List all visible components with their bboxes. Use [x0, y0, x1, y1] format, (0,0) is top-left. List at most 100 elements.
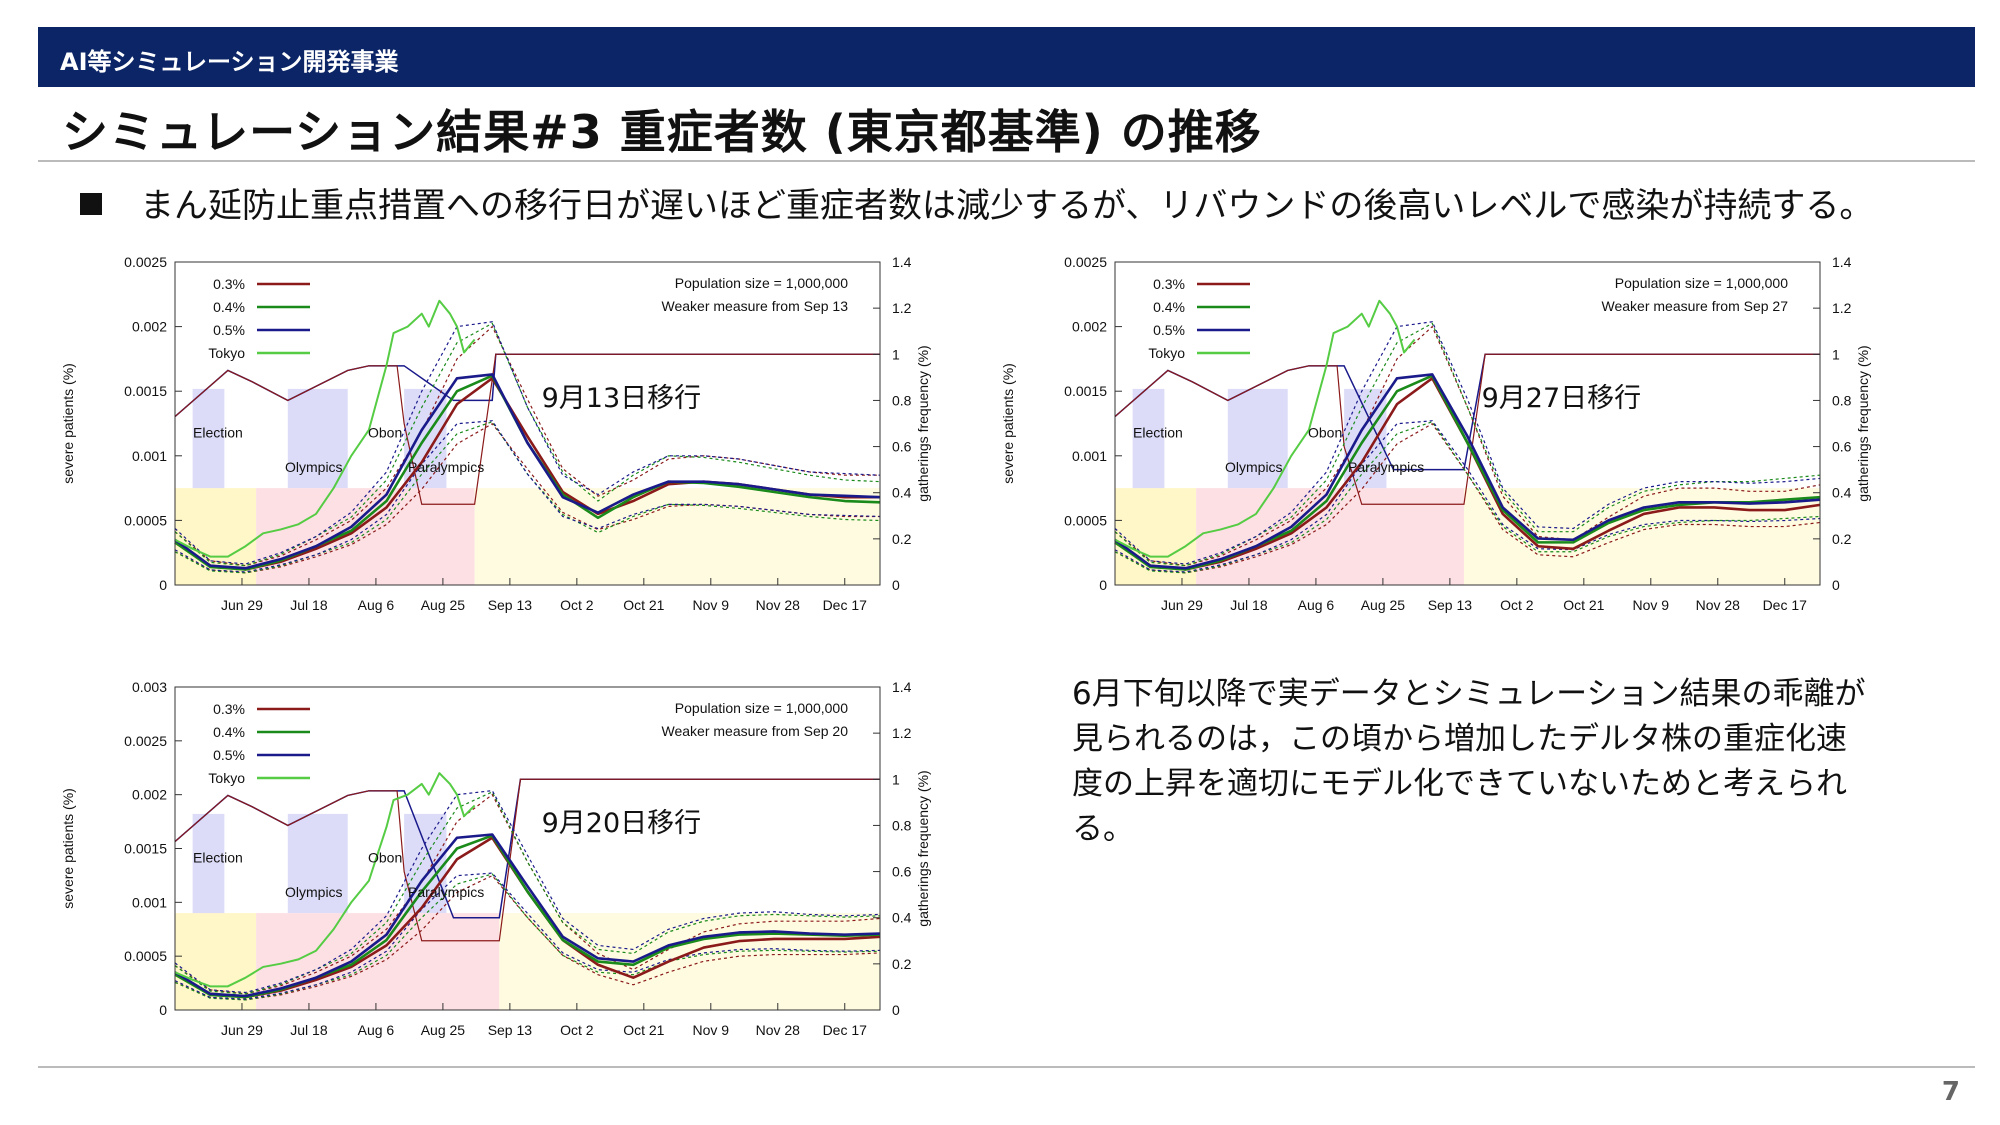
x-tick-label: Nov 9 [693, 1022, 730, 1038]
annotation-measure: Weaker measure from Sep 27 [1602, 298, 1789, 314]
panel-label: 9月20日移行 [542, 808, 702, 839]
y2-tick-label: 1 [1832, 346, 1840, 362]
event-label: Election [1133, 424, 1183, 440]
page-number: 7 [1941, 1077, 1960, 1107]
legend-label: Tokyo [208, 770, 245, 786]
bullet-text: まん延防止重点措置への移行日が遅いほど重症者数は減少するが、リバウンドの後高いレ… [140, 186, 1874, 226]
gatherings-line-restricted [1114, 353, 1820, 505]
x-tick-label: Aug 6 [358, 1022, 395, 1038]
event-label: Olympics [1225, 459, 1283, 475]
y-tick-label: 0.0015 [124, 841, 167, 857]
event-label: Paralympics [408, 884, 484, 900]
x-tick-label: Dec 17 [823, 597, 868, 613]
series-band-s05 [1114, 321, 1821, 565]
y-tick-label: 0 [159, 1002, 167, 1018]
annotation-population: Population size = 1,000,000 [675, 700, 848, 716]
series-line-s05 [174, 833, 881, 998]
series-band-s04 [1114, 322, 1821, 567]
x-tick-label: Nov 9 [693, 597, 730, 613]
series-band-s03 [174, 793, 881, 995]
y-tick-label: 0 [159, 577, 167, 593]
event-box [1132, 388, 1165, 489]
y2-tick-label: 0.4 [892, 910, 912, 926]
x-tick-label: Nov 28 [756, 597, 801, 613]
y-axis-label: severe patients (%) [60, 788, 76, 909]
y2-tick-label: 1.4 [892, 254, 912, 270]
y2-tick-label: 0.2 [1832, 531, 1852, 547]
x-tick-label: Sep 13 [488, 1022, 533, 1038]
series-line-tokyo [174, 299, 476, 558]
y-tick-label: 0.002 [132, 787, 167, 803]
x-tick-label: Nov 28 [1696, 597, 1741, 613]
y-axis-label: severe patients (%) [60, 363, 76, 484]
gatherings-line-restricted [174, 778, 880, 942]
x-tick-label: Dec 17 [1763, 597, 1808, 613]
y-tick-label: 0.0015 [124, 383, 167, 399]
y2-tick-label: 1 [892, 346, 900, 362]
series-band-s04 [174, 791, 881, 995]
y2-axis-label: gatherings frequency (%) [915, 770, 931, 926]
x-tick-label: Jul 18 [290, 597, 328, 613]
y2-tick-label: 1.4 [1832, 254, 1852, 270]
x-tick-label: Nov 28 [756, 1022, 801, 1038]
y2-tick-label: 1.2 [1832, 300, 1852, 316]
band-olympic [256, 913, 500, 1010]
event-label: Olympics [285, 459, 343, 475]
y-tick-label: 0.001 [1072, 448, 1107, 464]
footer-divider [38, 1066, 1975, 1068]
y2-tick-label: 0.6 [892, 864, 912, 880]
series-line-s05 [1114, 373, 1821, 570]
y2-tick-label: 0.6 [892, 439, 912, 455]
x-tick-label: Oct 2 [1500, 597, 1534, 613]
y2-tick-label: 0 [892, 577, 900, 593]
x-tick-label: Oct 21 [623, 1022, 664, 1038]
gatherings-line [174, 778, 880, 919]
legend-label: Tokyo [208, 345, 245, 361]
series-band-s05 [174, 872, 881, 1000]
annotation-measure: Weaker measure from Sep 20 [662, 723, 849, 739]
chart-svg: 0.0025 0.002 0.0015 0.001 0.0005 0 1.4 1.2 1 0.8 0… [1000, 254, 1871, 613]
chart-sep27: 0.0025 0.002 0.0015 0.001 0.0005 0 1.4 1.2 1 0.8 0… [995, 240, 1875, 620]
explanation-note: 6月下旬以降で実データとシミュレーション結果の乖離が見られるのは，この頃から増加… [1072, 676, 1866, 847]
event-label: Election [193, 424, 243, 440]
event-label: Obon [1308, 424, 1342, 440]
series-band-s03 [174, 325, 880, 567]
gatherings-line [1114, 353, 1820, 471]
y2-tick-label: 0.2 [892, 956, 912, 972]
event-label: Obon [368, 849, 402, 865]
series-band-s05 [174, 321, 881, 565]
series-line-tokyo [1114, 299, 1416, 558]
legend-label: 0.5% [213, 747, 245, 763]
event-label: Election [193, 849, 243, 865]
x-tick-label: Aug 25 [421, 597, 466, 613]
x-tick-label: Oct 2 [560, 597, 594, 613]
y-tick-label: 0.0025 [1064, 254, 1107, 270]
event-label: Obon [368, 424, 402, 440]
x-tick-label: Jun 29 [1161, 597, 1203, 613]
event-label: Olympics [285, 884, 343, 900]
band-after [499, 913, 880, 1010]
y-tick-label: 0.0025 [124, 733, 167, 749]
x-tick-label: Sep 13 [488, 597, 533, 613]
legend-label: 0.5% [1153, 322, 1185, 338]
y2-tick-label: 0.8 [892, 392, 912, 408]
x-tick-label: Oct 21 [1563, 597, 1604, 613]
chart-svg: 0.0025 0.002 0.0015 0.001 0.0005 0 1.4 1.2 1 0.8 0… [60, 254, 931, 613]
y2-tick-label: 1.4 [892, 679, 912, 695]
series-band-s05 [1114, 420, 1821, 573]
x-tick-label: Aug 6 [358, 597, 395, 613]
series-band-s05 [174, 789, 881, 994]
legend-label: 0.4% [213, 299, 245, 315]
y2-tick-label: 0 [1832, 577, 1840, 593]
annotation-population: Population size = 1,000,000 [1615, 275, 1788, 291]
series-band-s03 [174, 874, 881, 1001]
event-box [192, 813, 225, 914]
y2-tick-label: 0.8 [1832, 392, 1852, 408]
section-label: AI等シミュレーション開発事業 [60, 48, 399, 76]
y-tick-label: 0.0005 [124, 948, 167, 964]
section-banner: AI等シミュレーション開発事業 [38, 27, 1975, 87]
title-divider [38, 160, 1975, 162]
legend-label: Tokyo [1148, 345, 1185, 361]
y2-tick-label: 0.4 [1832, 485, 1852, 501]
x-tick-label: Oct 21 [623, 597, 664, 613]
